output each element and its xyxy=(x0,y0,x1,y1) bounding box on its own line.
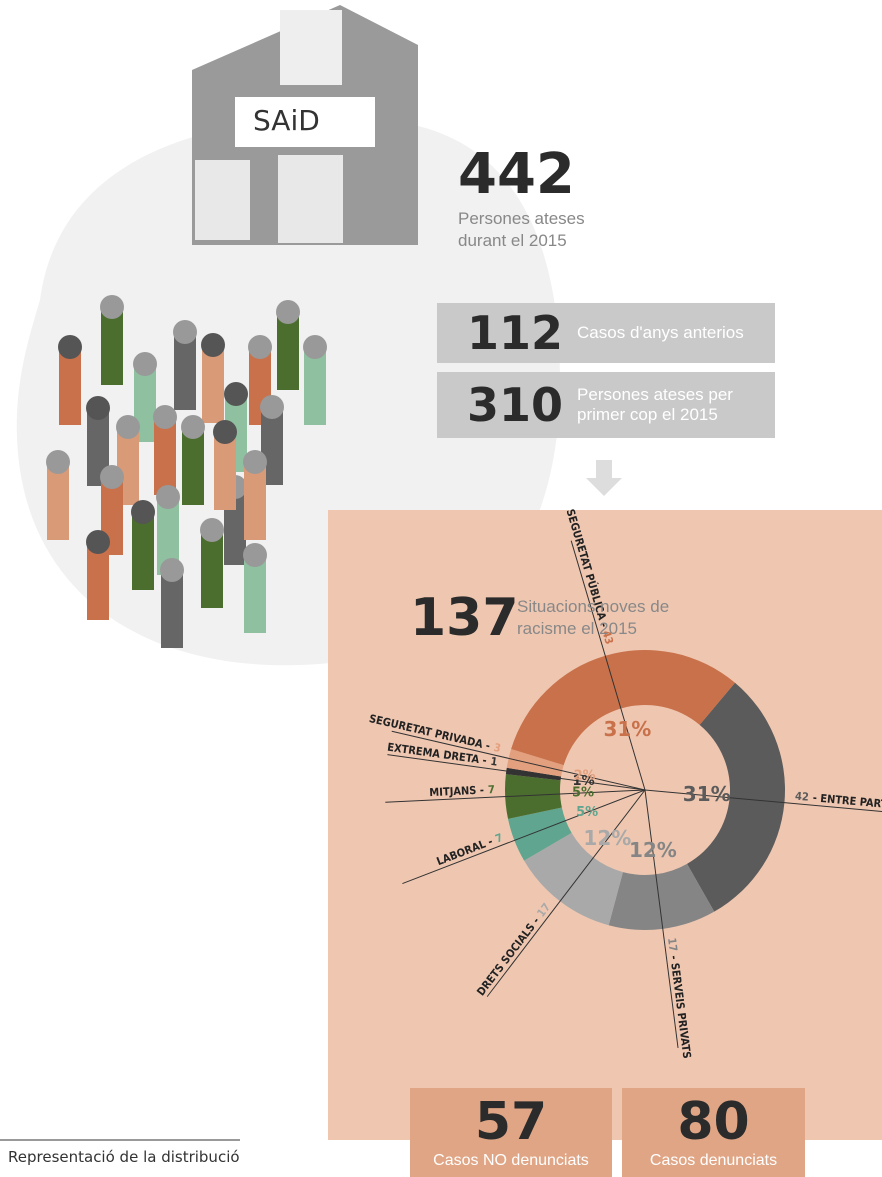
box-value: 310 xyxy=(467,378,563,432)
figure-head xyxy=(156,485,180,509)
figure-head xyxy=(153,405,177,429)
figure-head xyxy=(181,415,205,439)
figure-head xyxy=(133,352,157,376)
footer-label: Casos denunciats xyxy=(622,1152,805,1170)
figure-head xyxy=(213,420,237,444)
figure-head xyxy=(160,558,184,582)
window xyxy=(195,160,250,240)
footer-value: 80 xyxy=(622,1092,805,1152)
door xyxy=(278,155,343,243)
total-label: Persones ateses durant el 2015 xyxy=(458,208,618,252)
box: 310 Persones ateses per primer cop el 20… xyxy=(437,372,775,438)
figure-head xyxy=(201,333,225,357)
percentage-label: 2% xyxy=(574,768,596,783)
figure-head xyxy=(243,543,267,567)
figure-head xyxy=(276,300,300,324)
figure-head xyxy=(303,335,327,359)
donut-title: Situacions noves de racisme el 2015 xyxy=(517,596,707,640)
figure-head xyxy=(200,518,224,542)
caption: Representació de la distribució xyxy=(8,1148,240,1166)
box-value: 112 xyxy=(467,306,563,360)
segment-value: 17 xyxy=(665,937,680,952)
figure-head xyxy=(86,396,110,420)
segment-value: 7 xyxy=(488,783,496,796)
sign-text: SAiD xyxy=(253,104,320,137)
percentage-label: 31% xyxy=(683,782,731,806)
figure-head xyxy=(248,335,272,359)
figure-head xyxy=(173,320,197,344)
donut-total: 137 xyxy=(410,588,519,648)
figure-head xyxy=(243,450,267,474)
figure-head xyxy=(224,382,248,406)
infographic: 42- ENTRE PARTICULARS31%17- SERVEIS PRIV… xyxy=(0,0,882,1177)
percentage-label: 31% xyxy=(603,717,651,741)
footer-box: 57 Casos NO denunciats xyxy=(410,1088,612,1177)
footer-value: 57 xyxy=(410,1092,612,1152)
total: 442 xyxy=(458,142,575,207)
box-label: Casos d'anys anterios xyxy=(577,323,744,343)
footer-box: 80 Casos denunciats xyxy=(622,1088,805,1177)
arrow xyxy=(586,460,622,496)
figure-head xyxy=(116,415,140,439)
footer-label: Casos NO denunciats xyxy=(410,1152,612,1170)
figure-head xyxy=(260,395,284,419)
percentage-label: 12% xyxy=(583,826,631,850)
figure-head xyxy=(100,295,124,319)
window xyxy=(280,10,342,85)
figure-head xyxy=(100,465,124,489)
box: 112 Casos d'anys anterios xyxy=(437,303,775,363)
figure-head xyxy=(58,335,82,359)
box-label: Persones ateses per primer cop el 2015 xyxy=(577,385,757,425)
segment-name: MITJANS - xyxy=(429,784,484,800)
percentage-label: 12% xyxy=(629,838,677,862)
segment-value: 42 xyxy=(794,790,809,804)
figure-head xyxy=(46,450,70,474)
percentage-label: 5% xyxy=(576,805,598,820)
figure-head xyxy=(86,530,110,554)
figure-head xyxy=(131,500,155,524)
